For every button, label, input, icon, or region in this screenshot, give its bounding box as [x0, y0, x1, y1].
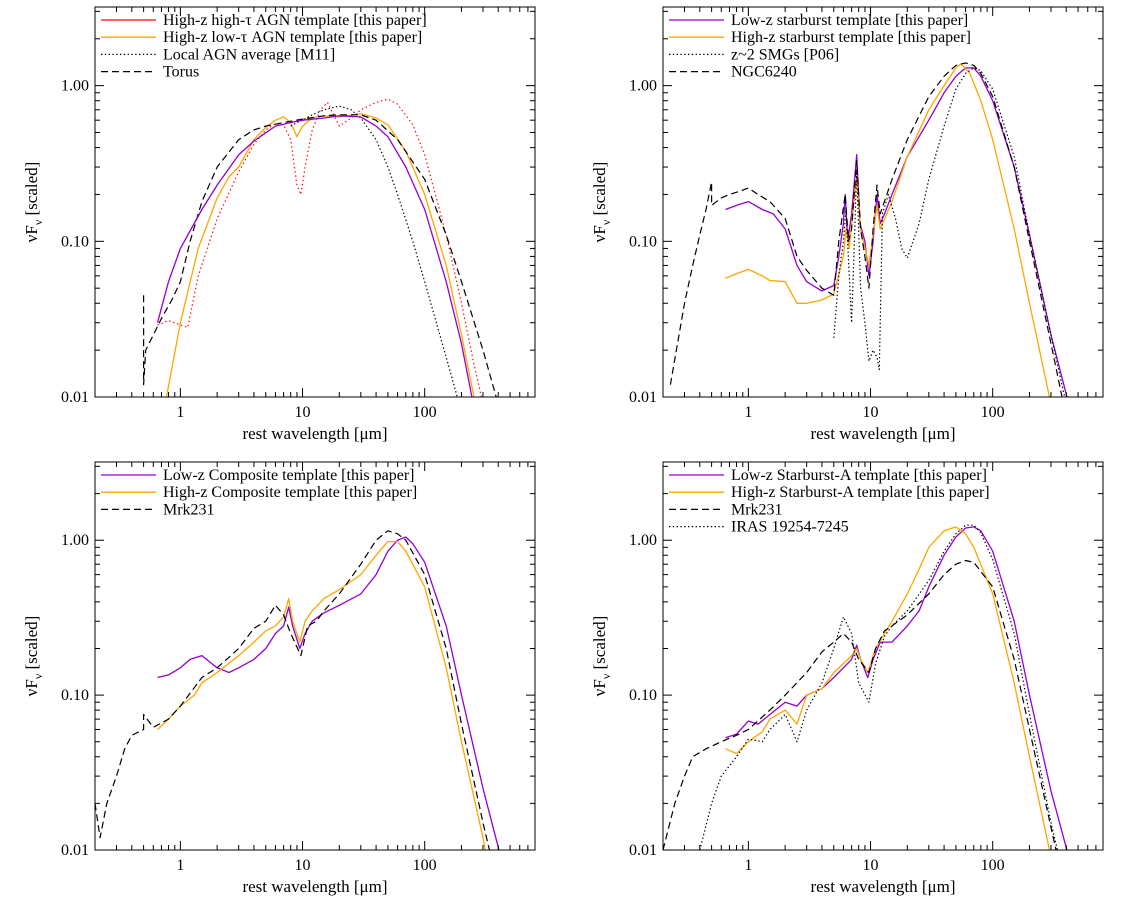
legend-label: z~2 SMGs [P06]	[731, 46, 839, 63]
panel-top-left: 1 10 100 0.01 0.10 1.00 rest wavelength [μm] νF…	[22, 6, 536, 443]
y-tick-label: 1.00	[61, 532, 89, 549]
series-line-2	[833, 67, 1066, 397]
y-axis-label: νFν [scaled]	[22, 616, 45, 697]
plot-frame	[94, 461, 536, 851]
legend-label: Low-z Starburst-A template [this paper]	[731, 467, 987, 484]
legend-label: Mrk231	[731, 501, 783, 518]
series-group	[663, 524, 1068, 850]
legend: High-z high-τ AGN template [this paper]H…	[101, 12, 427, 81]
plot-frame	[94, 6, 536, 398]
y-axis-label: νFν [scaled]	[22, 162, 45, 243]
series-line-1	[157, 540, 486, 850]
x-axis-label: rest wavelength [μm]	[810, 424, 955, 443]
series-line-1	[165, 113, 475, 397]
series-line-0	[725, 67, 1068, 397]
series-line-0	[725, 526, 1068, 850]
x-tick-label: 10	[863, 404, 879, 421]
y-tick-label: 0.01	[61, 842, 89, 859]
y-tick-label: 1.00	[629, 532, 657, 549]
series-line-1	[725, 526, 1051, 850]
series-line-0	[157, 98, 483, 397]
y-axis-label: νFν [scaled]	[590, 162, 613, 243]
x-axis-label: rest wavelength [μm]	[242, 877, 387, 896]
series-line-3	[143, 114, 497, 397]
x-tick-label: 1	[176, 404, 184, 421]
legend-label: High-z Composite template [this paper]	[163, 484, 417, 501]
legend-label: High-z starburst template [this paper]	[731, 29, 971, 46]
y-tick-label: 1.00	[61, 78, 89, 95]
series-line-1	[725, 63, 1051, 397]
x-tick-label: 10	[295, 404, 311, 421]
x-tick-label: 100	[413, 857, 437, 874]
y-tick-label: 1.00	[629, 78, 657, 95]
legend-label: Low-z starburst template [this paper]	[731, 12, 968, 29]
legend-label: Torus	[163, 64, 199, 81]
plot-frame	[662, 6, 1104, 398]
x-tick-label: 10	[863, 857, 879, 874]
x-tick-label: 1	[744, 404, 752, 421]
x-tick-label: 100	[413, 404, 437, 421]
series-line-4	[156, 115, 473, 397]
plot-frame	[662, 461, 1104, 851]
legend: Low-z Starburst-A template [this paper]H…	[669, 467, 990, 536]
panel-bottom-right: 1 10 100 0.01 0.10 1.00 rest wavelength [μm] νF…	[590, 461, 1104, 896]
series-line-3	[669, 62, 1063, 397]
y-tick-label: 0.10	[61, 233, 89, 250]
x-tick-label: 100	[981, 404, 1005, 421]
legend-label: Local AGN average [M11]	[163, 46, 335, 63]
legend-label: High-z high-τ AGN template [this paper]	[163, 12, 427, 29]
y-tick-label: 0.01	[61, 389, 89, 406]
x-axis-label: rest wavelength [μm]	[810, 877, 955, 896]
legend-label: High-z low-τ AGN template [this paper]	[163, 29, 422, 46]
series-group	[669, 62, 1068, 397]
y-tick-label: 0.01	[629, 842, 657, 859]
y-tick-label: 0.10	[629, 233, 657, 250]
series-group	[143, 98, 497, 397]
y-axis-label: νFν [scaled]	[590, 616, 613, 697]
legend-label: Mrk231	[163, 501, 215, 518]
legend-label: IRAS 19254-7245	[731, 519, 849, 536]
legend: Low-z Composite template [this paper]Hig…	[101, 467, 417, 518]
legend-label: NGC6240	[731, 64, 797, 81]
panel-bottom-left: 1 10 100 0.01 0.10 1.00 rest wavelength [μm] νF…	[22, 461, 536, 896]
y-tick-label: 0.01	[629, 389, 657, 406]
legend-label: High-z Starburst-A template [this paper]	[731, 484, 990, 501]
x-tick-label: 1	[176, 857, 184, 874]
series-line-2	[290, 105, 458, 397]
series-line-2	[663, 559, 1057, 850]
legend-label: Low-z Composite template [this paper]	[163, 467, 414, 484]
series-line-2	[95, 530, 491, 850]
x-tick-label: 100	[981, 857, 1005, 874]
series-group	[95, 530, 500, 850]
y-tick-label: 0.10	[61, 687, 89, 704]
series-line-3	[699, 524, 1059, 850]
legend: Low-z starburst template [this paper]Hig…	[669, 12, 971, 81]
x-tick-label: 10	[295, 857, 311, 874]
x-axis-label: rest wavelength [μm]	[242, 424, 387, 443]
panel-top-right: 1 10 100 0.01 0.10 1.00 rest wavelength [μm] νF…	[590, 6, 1104, 443]
series-line-0	[157, 536, 500, 850]
x-tick-label: 1	[744, 857, 752, 874]
y-tick-label: 0.10	[629, 687, 657, 704]
